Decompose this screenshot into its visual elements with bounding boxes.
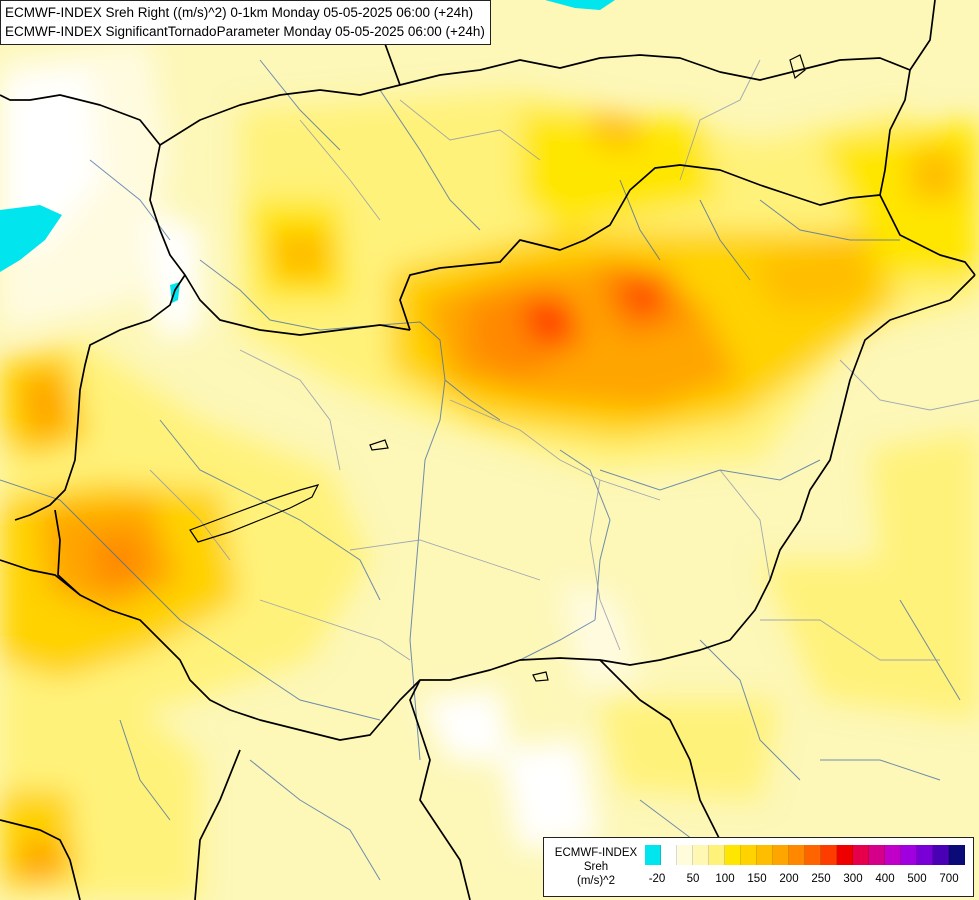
- legend-swatch: [773, 845, 789, 865]
- legend-label: 500: [907, 873, 927, 885]
- lakes: [189, 54, 806, 682]
- legend-swatch: [885, 845, 901, 865]
- legend-title: ECMWF-INDEX Sreh (m/s)^2: [548, 846, 644, 888]
- legend-swatch: [917, 845, 933, 865]
- legend-title-parameter: Sreh: [583, 861, 609, 873]
- legend-swatch: [821, 845, 837, 865]
- legend-label: 100: [715, 873, 735, 885]
- legend-swatch: [677, 845, 693, 865]
- legend-label: 50: [686, 873, 700, 885]
- legend-swatch: [709, 845, 725, 865]
- legend-swatch: [805, 845, 821, 865]
- admin-boundaries: [149, 59, 979, 661]
- legend-title-source: ECMWF-INDEX: [554, 847, 638, 859]
- legend-label: 400: [875, 873, 895, 885]
- map-title: ECMWF-INDEX Sreh Right ((m/s)^2) 0-1km M…: [0, 0, 491, 45]
- legend-swatch: [901, 845, 917, 865]
- legend-swatch: [933, 845, 949, 865]
- cyan-patch: [545, 0, 615, 10]
- color-legend: ECMWF-INDEX Sreh (m/s)^2 -20 50 100 150 …: [543, 837, 974, 897]
- legend-swatch: [693, 845, 709, 865]
- title-line-sreh: ECMWF-INDEX Sreh Right ((m/s)^2) 0-1km M…: [5, 5, 474, 20]
- legend-labels: -20 50 100 150 200 250 300 400 500 700: [645, 873, 965, 889]
- legend-label: -20: [648, 873, 666, 885]
- legend-swatch: [837, 845, 853, 865]
- legend-swatch: [725, 845, 741, 865]
- cyan-patch: [0, 205, 62, 272]
- legend-label: 150: [747, 873, 767, 885]
- title-line-stp: ECMWF-INDEX SignificantTornadoParameter …: [5, 24, 485, 39]
- sreh-field: [0, 40, 979, 900]
- legend-title-unit: (m/s)^2: [577, 875, 615, 887]
- legend-swatch: [741, 845, 757, 865]
- legend-swatch: [661, 845, 677, 865]
- legend-swatch: [949, 845, 965, 865]
- legend-label: 700: [939, 873, 959, 885]
- legend-swatch: [645, 845, 661, 865]
- legend-label: 250: [811, 873, 831, 885]
- legend-swatches: [645, 845, 965, 865]
- legend-swatch: [789, 845, 805, 865]
- legend-swatch: [757, 845, 773, 865]
- legend-label: 300: [843, 873, 863, 885]
- legend-label: 200: [779, 873, 799, 885]
- legend-swatch: [869, 845, 885, 865]
- legend-swatch: [853, 845, 869, 865]
